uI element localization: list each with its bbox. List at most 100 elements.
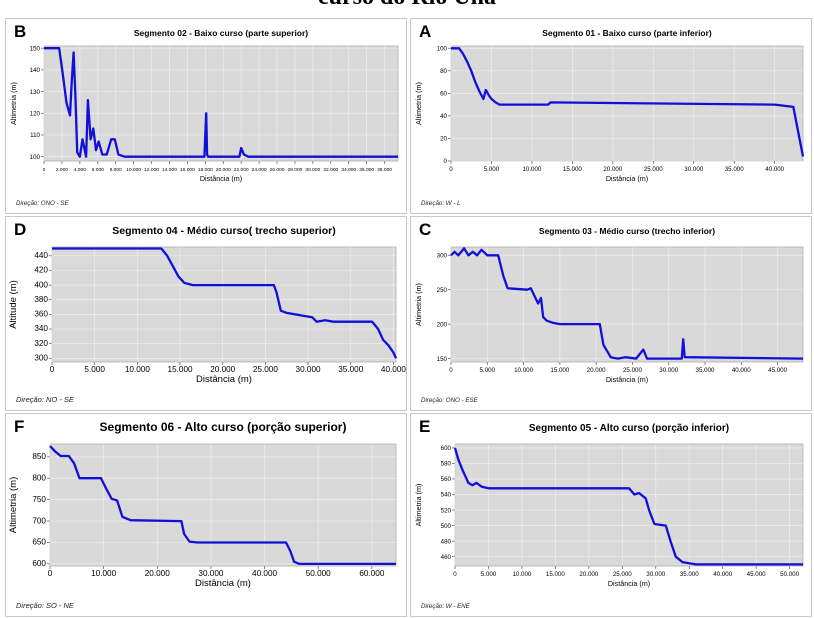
x-tick-label: 5.000 [481, 571, 497, 578]
panel-letter-e: E [419, 417, 430, 436]
y-tick-label: 60 [440, 91, 447, 98]
x-tick-label: 30.000 [659, 367, 678, 374]
elevation-profile-line-d [52, 247, 398, 359]
x-tick-label: 24.000 [252, 167, 267, 173]
y-tick-label: 420 [34, 266, 48, 275]
x-tick-label: 40.000 [765, 166, 784, 173]
x-tick-label: 5.000 [84, 365, 105, 374]
plot-area-f [49, 443, 397, 567]
x-tick-label: 25.000 [613, 571, 632, 578]
chart-title-b: Segmento 02 - Baixo curso (parte superio… [134, 28, 308, 38]
plot-area-d [51, 246, 397, 363]
y-tick-label: 100 [30, 154, 41, 161]
elevation-profile-line-f [49, 445, 396, 566]
chart-panel-e: E Segmento 05 - Alto curso (porção inferi… [410, 413, 812, 617]
x-tick-label: 35.000 [338, 365, 363, 374]
y-axis-label-c: Altimetria (m) [414, 283, 423, 326]
chart-title-a: Segmento 01 - Baixo curso (parte inferio… [542, 28, 712, 38]
chart-e-svg: E Segmento 05 - Alto curso (porção inferi… [414, 417, 804, 610]
elevation-profile-line-c [450, 247, 804, 360]
y-tick-label: 500 [441, 523, 452, 530]
x-tick-label: 10.000 [91, 569, 116, 578]
y-tick-label: 320 [34, 339, 48, 348]
y-tick-label: 360 [34, 310, 48, 319]
direction-note-f: Direção: SO - NE [16, 601, 75, 610]
x-tick-label: 20.000 [145, 569, 170, 578]
direction-note-e: Direção: W - ENE [421, 603, 471, 610]
chart-panel-d: D Segmento 04 - Médio curso( trecho super… [5, 216, 407, 411]
x-tick-label: 2.000 [56, 167, 69, 173]
x-tick-label: 40.000 [381, 365, 406, 374]
x-axis-label-a: Distância (m) [606, 174, 648, 183]
x-tick-label: 15.000 [546, 571, 565, 578]
x-tick-label: 15.000 [550, 367, 569, 374]
x-tick-label: 35.000 [696, 367, 715, 374]
x-tick-label: 50.000 [780, 571, 799, 578]
x-tick-label: 40.000 [252, 569, 277, 578]
y-axis-label-b: Altimetria (m) [9, 82, 18, 125]
chart-a-svg: A Segmento 01 - Baixo curso (parte inferi… [414, 22, 805, 207]
y-tick-label: 800 [32, 473, 46, 482]
x-tick-label: 0 [449, 166, 453, 173]
panel-letter-a: A [419, 22, 431, 41]
x-tick-label: 15.000 [563, 166, 582, 173]
x-tick-label: 20.000 [210, 365, 235, 374]
y-axis-label-d: Altitude (m) [8, 280, 19, 329]
chart-panel-a: A Segmento 01 - Baixo curso (parte inferi… [410, 18, 812, 214]
x-tick-label: 50.000 [306, 569, 331, 578]
x-tick-label: 38.000 [377, 167, 392, 173]
x-tick-label: 0 [449, 367, 453, 374]
y-tick-label: 650 [32, 538, 46, 547]
y-tick-label: 20 [440, 136, 447, 143]
x-tick-label: 5.000 [480, 367, 496, 374]
y-tick-label: 300 [34, 354, 48, 363]
y-tick-label: 80 [440, 68, 447, 75]
y-tick-label: 110 [30, 132, 40, 139]
y-tick-label: 600 [441, 445, 452, 452]
chart-f-svg: F Segmento 06 - Alto curso (porção superi… [8, 417, 397, 610]
panel-letter-c: C [419, 220, 431, 239]
plot-area-e [454, 443, 804, 567]
x-tick-label: 34.000 [341, 167, 356, 173]
plot-area-b [43, 45, 399, 162]
x-tick-label: 25.000 [623, 367, 642, 374]
y-axis-label-e: Altimetria (m) [414, 484, 423, 527]
x-tick-label: 30.000 [198, 569, 223, 578]
direction-note-c: Direção: ONO - ESE [421, 397, 479, 404]
x-tick-label: 22.000 [234, 167, 249, 173]
elevation-profile-line-a [451, 47, 805, 157]
x-axis-label-d: Distância (m) [196, 374, 252, 385]
x-tick-label: 20.000 [216, 167, 231, 173]
direction-note-a: Direção: W - L [421, 200, 461, 207]
x-tick-label: 25.000 [644, 166, 663, 173]
x-tick-label: 35.000 [680, 571, 699, 578]
x-tick-label: 15.000 [168, 365, 193, 374]
y-tick-label: 150 [30, 45, 41, 52]
panel-letter-f: F [14, 417, 24, 436]
x-tick-label: 14.000 [162, 167, 177, 173]
y-tick-label: 480 [441, 538, 452, 545]
panel-letter-d: D [14, 220, 26, 239]
x-tick-label: 16.000 [180, 167, 195, 173]
x-tick-label: 10.000 [514, 367, 533, 374]
x-tick-label: 10.000 [125, 365, 150, 374]
y-tick-label: 100 [437, 45, 448, 52]
x-tick-label: 26.000 [270, 167, 285, 173]
x-axis-label-f: Distância (m) [195, 578, 251, 589]
y-tick-label: 600 [32, 559, 46, 568]
y-tick-label: 340 [34, 324, 48, 333]
y-tick-label: 250 [437, 287, 448, 294]
y-tick-label: 850 [32, 452, 46, 461]
y-tick-label: 150 [437, 356, 448, 363]
x-tick-label: 30.000 [305, 167, 320, 173]
direction-note-b: Direção: ONO - SE [16, 200, 69, 207]
y-tick-label: 130 [30, 89, 41, 96]
y-tick-label: 0 [444, 158, 448, 165]
x-tick-label: 20.000 [579, 571, 598, 578]
y-tick-label: 560 [441, 476, 452, 483]
y-tick-label: 380 [34, 295, 48, 304]
y-tick-label: 120 [30, 110, 41, 117]
x-tick-label: 25.000 [253, 365, 278, 374]
x-tick-label: 0 [50, 365, 55, 374]
y-tick-label: 520 [441, 507, 452, 514]
